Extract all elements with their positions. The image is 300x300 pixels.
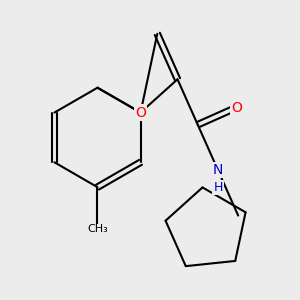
Text: N: N [213,163,223,177]
Text: O: O [135,106,146,120]
Text: CH₃: CH₃ [87,224,108,234]
Text: O: O [231,100,242,115]
Text: H: H [213,181,223,194]
